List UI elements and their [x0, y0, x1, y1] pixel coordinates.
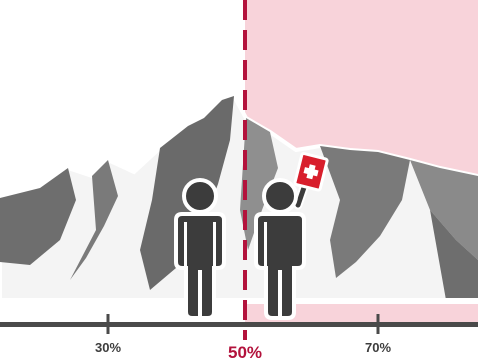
mountain-shadow-right [320, 146, 410, 278]
mountain-shadow-left-2 [70, 160, 118, 280]
mountain-shadow-right-2 [410, 160, 478, 260]
flag-icon [293, 152, 329, 192]
center-label-50: 50% [227, 343, 263, 362]
tick-label-30: 30% [94, 340, 122, 355]
mountain-shadow-center-2 [240, 118, 278, 250]
tick-label-70: 70% [364, 340, 392, 355]
ground [0, 298, 478, 304]
axis-bar [0, 322, 478, 327]
person-icon [174, 178, 226, 320]
mountain-shadow-left [0, 168, 76, 265]
mountain-shadow-right-3 [430, 210, 478, 300]
